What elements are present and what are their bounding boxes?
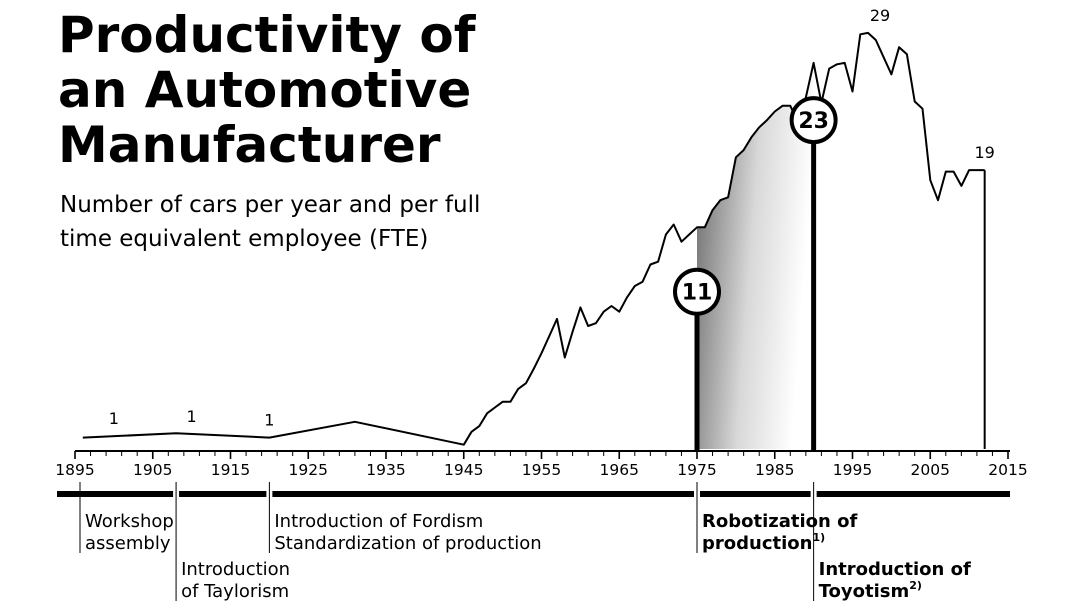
era-footnote-mark: 1) [812,531,825,544]
x-tick-label: 2015 [988,461,1027,479]
x-tick-label: 1925 [289,461,328,479]
x-tick-label: 1945 [444,461,483,479]
point-label: 29 [870,6,890,25]
highlight-value: 11 [682,281,713,306]
highlight-circle [673,267,721,316]
x-tick-label: 1915 [211,461,250,479]
x-tick-label: 1995 [833,461,872,479]
highlight-value: 23 [798,109,829,134]
era-label: Toyotism2) [819,579,922,602]
x-tick-label: 1955 [522,461,561,479]
x-axis: 1895 1905 1915 1925 1935 1945 1955 1965 1975 1985… [55,450,1028,479]
x-tick-label: 1975 [677,461,716,479]
chart-subtitle-line-2: time equivalent employee (FTE) [60,226,428,252]
x-tick-label: 1985 [755,461,794,479]
highlight-circle [789,96,838,145]
series-line-layer [82,31,986,449]
era-label: of Taylorism [181,581,289,602]
era-label: production1) [702,531,825,554]
series-line [82,31,985,446]
highlight-marker-layer: 11 23 [673,96,838,451]
era-footnote-mark: 2) [909,579,922,592]
era-label: Workshop [85,511,174,532]
x-tick-label: 1895 [55,461,94,479]
highlight-shade-layer [697,62,814,450]
era-label: Standardization of production [274,533,541,554]
point-label: 1 [264,411,274,430]
highlight-shaded-area [697,62,814,450]
chart-title-line-3: Manufacturer [58,116,441,174]
era-label: Robotization of [702,511,857,532]
chart-title-line-1: Productivity of [58,6,477,64]
x-tick-label: 1965 [600,461,639,479]
era-label: Introduction of Fordism [274,511,483,532]
x-tick-label: 2005 [911,461,950,479]
point-label: 1 [187,407,197,426]
point-label: 1 [109,409,119,428]
era-label: Introduction [181,559,290,580]
x-tick-label: 1905 [133,461,172,479]
chart-subtitle-line-1: Number of cars per year and per full [60,192,480,218]
x-tick-label: 1935 [366,461,405,479]
era-label: assembly [85,533,171,554]
era-label: Introduction of [819,559,971,580]
point-label: 19 [974,143,994,162]
chart-title-line-2: an Automotive [58,61,471,119]
